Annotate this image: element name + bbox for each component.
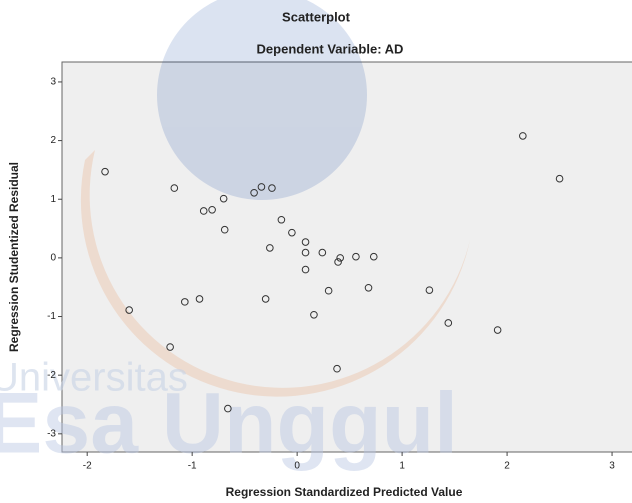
x-tick-label: 1 [399, 461, 405, 472]
y-tick-label: -2 [47, 370, 56, 381]
y-tick-label: -1 [47, 311, 56, 322]
chart: Universitas Esa Unggul Scatterplot Depen… [0, 0, 632, 503]
y-tick-label: 3 [50, 77, 56, 88]
x-tick-label: 0 [294, 461, 300, 472]
chart-title: Scatterplot [282, 9, 351, 24]
x-tick-label: 2 [504, 461, 510, 472]
y-axis-label: Regression Studentized Residual [7, 162, 21, 352]
x-tick-label: -2 [83, 461, 92, 472]
y-tick-label: 2 [50, 135, 56, 146]
y-tick-label: -3 [47, 428, 56, 439]
x-axis-label: Regression Standardized Predicted Value [226, 485, 463, 499]
x-tick-label: -1 [188, 461, 197, 472]
y-tick-label: 1 [50, 194, 56, 205]
watermark-text: Esa Unggul [0, 376, 458, 472]
chart-subtitle: Dependent Variable: AD [257, 41, 404, 56]
y-tick-label: 0 [50, 253, 56, 264]
x-tick-label: 3 [609, 461, 615, 472]
